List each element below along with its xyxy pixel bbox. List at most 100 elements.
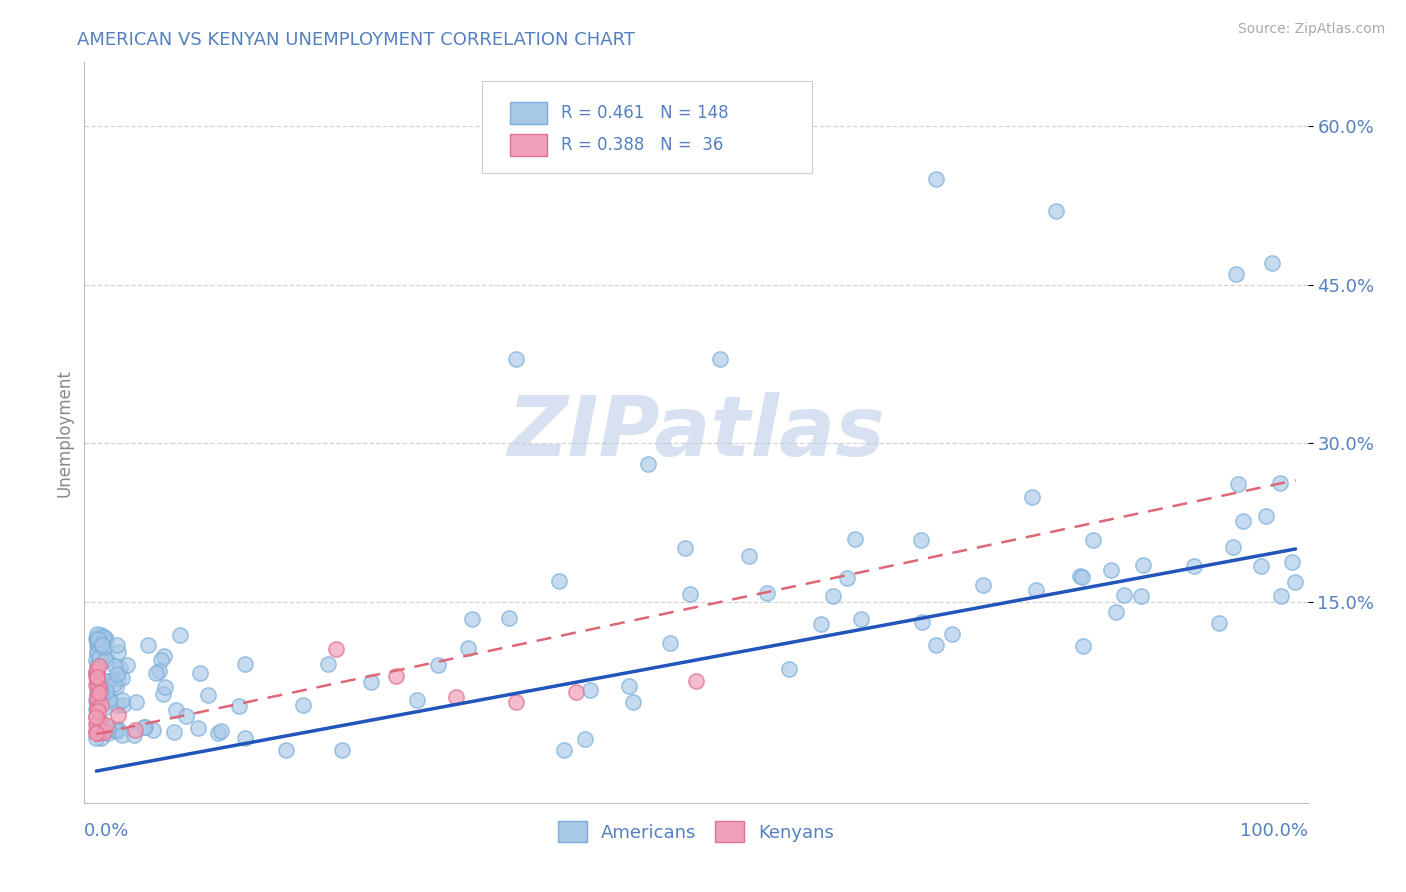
Point [86, 710, 108, 724]
Point [778, 663, 800, 677]
Point [86, 646, 108, 660]
Point [621, 695, 644, 709]
Point [498, 611, 520, 625]
Point [93, 725, 115, 739]
Point [1114, 588, 1136, 602]
Point [1256, 508, 1278, 523]
Point [87, 717, 110, 731]
Point [1021, 490, 1043, 504]
Point [94, 684, 117, 698]
Point [673, 541, 696, 556]
Point [86, 723, 108, 738]
Point [90, 673, 112, 688]
Point [86, 731, 108, 745]
Point [89, 648, 111, 663]
Point [565, 685, 588, 699]
Point [94, 632, 117, 646]
Point [93, 630, 115, 644]
Point [152, 648, 174, 663]
Point [87, 724, 110, 739]
Point [104, 723, 127, 738]
Point [105, 638, 128, 652]
Point [325, 642, 347, 657]
Point [153, 680, 176, 694]
Point [103, 677, 125, 691]
Point [89, 714, 111, 728]
Point [505, 351, 527, 366]
Point [107, 722, 129, 736]
Point [547, 574, 569, 588]
Point [1130, 590, 1153, 604]
Point [1284, 575, 1306, 590]
Point [292, 698, 315, 713]
Point [835, 570, 858, 584]
Point [86, 690, 108, 704]
Point [111, 693, 134, 707]
Point [87, 658, 110, 673]
Point [457, 641, 479, 656]
Text: R = 0.388   N =  36: R = 0.388 N = 36 [561, 136, 724, 154]
Point [90, 676, 112, 690]
Point [385, 669, 408, 683]
Point [910, 615, 932, 629]
Text: 0.0%: 0.0% [84, 822, 129, 840]
Point [89, 679, 111, 693]
Text: ZIPatlas: ZIPatlas [508, 392, 884, 473]
Point [93, 682, 115, 697]
Point [1227, 476, 1250, 491]
Point [86, 704, 108, 718]
Point [187, 721, 209, 735]
Point [105, 698, 128, 713]
Text: 100.0%: 100.0% [1240, 822, 1308, 840]
Point [134, 720, 156, 734]
Point [97, 726, 120, 740]
Point [136, 639, 159, 653]
Point [124, 723, 146, 737]
Point [86, 653, 108, 667]
Point [86, 670, 108, 684]
Point [427, 658, 450, 673]
Point [108, 661, 131, 675]
Point [87, 715, 110, 730]
Point [86, 627, 108, 641]
Point [122, 727, 145, 741]
Point [90, 698, 112, 712]
Point [94, 653, 117, 667]
Point [91, 631, 114, 645]
Point [89, 692, 111, 706]
Point [89, 631, 111, 645]
Point [124, 695, 146, 709]
Point [87, 726, 110, 740]
Point [90, 628, 112, 642]
Text: R = 0.461   N = 148: R = 0.461 N = 148 [561, 103, 730, 122]
FancyBboxPatch shape [510, 135, 547, 156]
Point [1268, 475, 1291, 490]
Point [405, 693, 427, 707]
Point [86, 672, 108, 686]
Point [87, 650, 110, 665]
Point [1270, 589, 1292, 603]
Point [1260, 256, 1282, 270]
Point [849, 612, 872, 626]
Point [86, 702, 108, 716]
Legend: Americans, Kenyans: Americans, Kenyans [551, 814, 841, 849]
Point [316, 657, 339, 671]
Point [162, 724, 184, 739]
Point [709, 351, 731, 366]
Point [89, 632, 111, 647]
Point [844, 533, 866, 547]
Point [165, 703, 187, 717]
Point [86, 645, 108, 659]
Point [112, 698, 135, 712]
Point [90, 638, 112, 652]
Point [149, 653, 172, 667]
Point [1250, 558, 1272, 573]
Point [637, 458, 659, 472]
Point [188, 665, 211, 680]
Point [86, 685, 108, 699]
Point [90, 637, 112, 651]
Point [1025, 583, 1047, 598]
Point [86, 638, 108, 652]
Point [228, 698, 250, 713]
Point [579, 683, 602, 698]
